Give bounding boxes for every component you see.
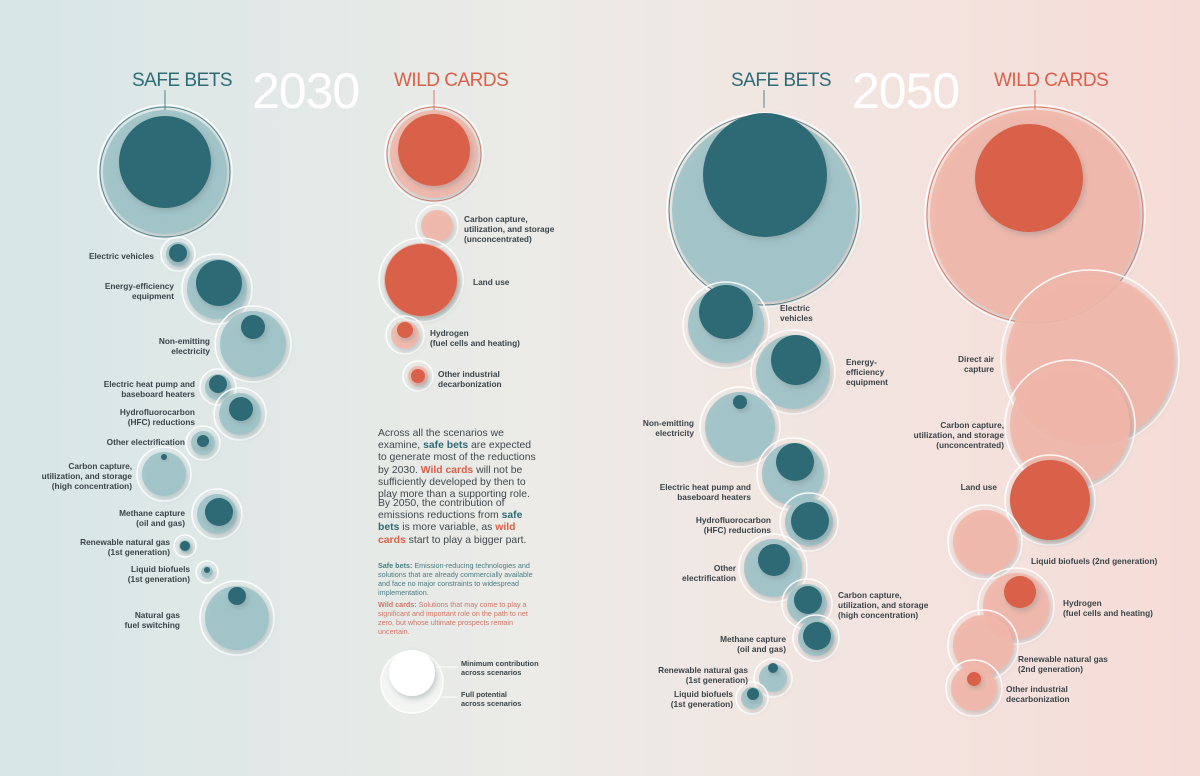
label-non-emitting-electricity-2030: Non-emitting electricity [158, 336, 210, 356]
bubble-ccus-high-2050 [781, 578, 833, 630]
bubble-non-emitting-electricity-2050 [699, 386, 781, 468]
label-natural-gas-2030: Natural gas fuel switching [124, 610, 180, 630]
label-energy-efficiency-2050: Energy- efficiency equipment [846, 357, 888, 387]
summary-paragraph-2: By 2050, the contribution of emissions r… [378, 498, 527, 546]
bubble-hfc-2050 [779, 492, 839, 552]
label-biofuels-2nd-2050: Liquid biofuels (2nd generation) [1031, 556, 1158, 566]
bubble-electric-vehicles-2030 [160, 236, 196, 272]
label-other-electrification-2050: Other electrification [682, 563, 736, 583]
label-rng-2030: Renewable natural gas (1st generation) [80, 537, 170, 557]
bubble-methane-2030 [191, 488, 243, 540]
bubble-rng-2050 [753, 658, 793, 698]
label-rng-2050-gen: (1st generation) [685, 675, 748, 685]
bubble-other-electrification-2050 [738, 533, 808, 603]
label-other-industrial-2030: Other industrial decarbonization [438, 369, 502, 389]
year-2030: 2030 [252, 63, 360, 119]
label-hfc-2030: Hydrofluorocarbon (HFC) reductions [119, 407, 195, 427]
year-2050: 2050 [852, 63, 960, 119]
label-other-electrification-2030: Other electrification [106, 437, 185, 447]
bubble-heat-pump-2050 [756, 437, 830, 511]
label-hydrogen-2050: Hydrogen (fuel cells and heating) [1063, 598, 1153, 618]
bubble-safe-2030-main [97, 104, 233, 240]
label-biofuels-2030: Liquid biofuels (1st generation) [127, 564, 190, 584]
label-ccus-unconc-2050: Carbon capture, utilization, and storage… [913, 420, 1004, 450]
label-biofuels-2030-gen: (1st generation) [127, 574, 190, 584]
bubble-rng-2030 [173, 534, 197, 558]
legend-min-label: Minimum contribution across scenarios [461, 659, 539, 677]
legend-full-label: Full potential across scenarios [461, 690, 522, 708]
bubble-land-use-2030 [378, 237, 464, 323]
bubble-hfc-2030 [213, 387, 267, 441]
label-heat-pump-2030: Electric heat pump and baseboard heaters [103, 379, 195, 399]
bubble-methane-2050 [792, 614, 840, 662]
label-heat-pump-2050: Electric heat pump and baseboard heaters [659, 482, 751, 502]
label-non-emitting-electricity-2050: Non-emitting electricity [642, 418, 694, 438]
label-ccus-high-2030: Carbon capture, utilization, and storage… [41, 461, 132, 491]
bubble-energy-efficiency-2050 [750, 329, 836, 415]
label-methane-2030: Methane capture (oil and gas) [119, 508, 185, 528]
legend-bubbles [380, 650, 458, 714]
bubble-biofuels-2050 [735, 681, 769, 715]
label-electric-vehicles-2030: Electric vehicles [88, 251, 154, 261]
label-land-use-2030: Land use [473, 277, 510, 287]
label-hfc-2050: Hydrofluorocarbon (HFC) reductions [695, 515, 771, 535]
label-hydrogen-2030: Hydrogen (fuel cells and heating) [430, 328, 520, 348]
heading-safe-bets-2030: SAFE BETS [132, 70, 233, 91]
definition-wild-cards: Wild cards: Solutions that may come to p… [378, 600, 528, 636]
bubble-ccus-high-2030 [136, 446, 192, 502]
bubble-biofuels-2nd-2050 [947, 504, 1023, 580]
label-land-use-2050: Land use [960, 482, 997, 492]
bubble-safe-2050-main [666, 112, 862, 308]
label-biofuels-2050: Liquid biofuels (1st generation) [670, 689, 733, 709]
definition-safe-bets: Safe bets: Emission-reducing technologie… [378, 561, 533, 597]
label-ccus-unconc-2030: Carbon capture, utilization, and storage… [464, 214, 555, 244]
label-other-industrial-2050: Other industrial decarbonization [1006, 684, 1070, 704]
bubble-hydrogen-2030 [385, 315, 425, 355]
label-ccus-high-2050: Carbon capture, utilization, and storage… [838, 590, 929, 620]
bubble-land-use-2050 [1004, 454, 1096, 546]
heading-safe-bets-2050: SAFE BETS [731, 70, 832, 91]
bubble-energy-efficiency-2030 [181, 253, 253, 325]
label-methane-2050: Methane capture (oil and gas) [720, 634, 786, 654]
bubble-wild-2030-main [384, 104, 484, 204]
bubble-non-emitting-electricity-2030 [214, 305, 292, 383]
bubble-natural-gas-2030 [199, 580, 275, 656]
label-rng-2030-gen: (1st generation) [107, 547, 170, 557]
bubble-other-industrial-2030 [402, 360, 434, 392]
bubble-electric-vehicles-2050 [682, 281, 770, 369]
label-biofuels-2050-gen: (1st generation) [670, 699, 733, 709]
heading-wild-cards-2050: WILD CARDS [994, 70, 1109, 91]
heading-wild-cards-2030: WILD CARDS [394, 70, 509, 91]
bubble-other-electrification-2030 [185, 425, 221, 461]
label-direct-air-capture-2050: Direct air capture [958, 354, 994, 374]
label-energy-efficiency-2030: Energy-efficiency equipment [104, 281, 174, 301]
label-rng-2050: Renewable natural gas (1st generation) [658, 665, 748, 685]
label-rng-2nd-2050: Renewable natural gas (2nd generation) [1018, 654, 1108, 674]
bubble-biofuels-2030 [195, 560, 219, 584]
bubble-other-industrial-2050 [945, 659, 1003, 717]
label-electric-vehicles-2050: Electric vehicles [780, 303, 813, 323]
summary-paragraph-1: Across all the scenarios we examine, saf… [378, 428, 536, 501]
